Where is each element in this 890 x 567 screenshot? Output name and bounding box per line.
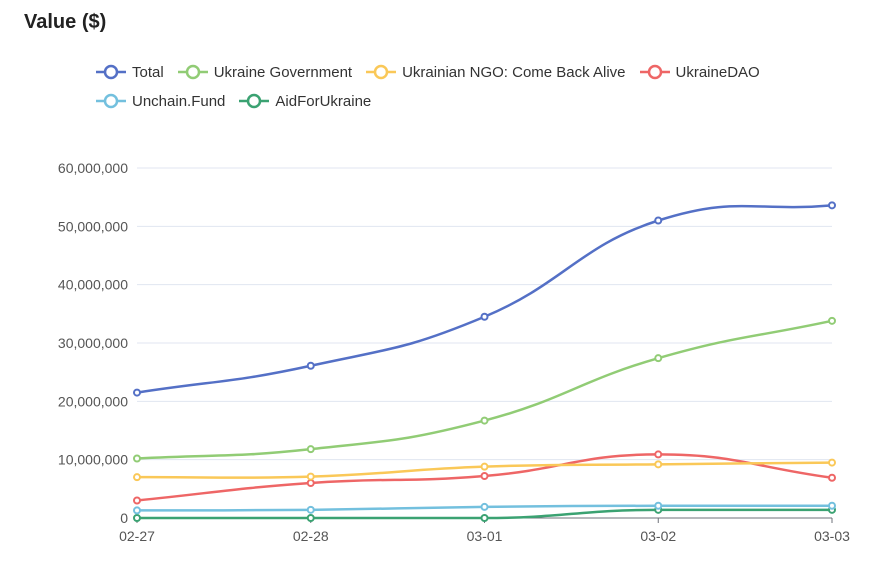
data-point-ukrainedao <box>306 479 315 487</box>
data-point-unchain-fund <box>828 501 836 510</box>
x-tick-label: 03-02 <box>640 528 676 544</box>
legend-label: Ukrainian NGO: Come Back Alive <box>402 63 626 81</box>
legend-label: AidForUkraine <box>275 92 372 110</box>
data-point-unchain-fund <box>480 502 489 511</box>
legend-item-ukrainedao[interactable]: UkraineDAO <box>639 63 760 81</box>
data-point-total <box>828 201 836 210</box>
legend-item-come-back-alive[interactable]: Ukrainian NGO: Come Back Alive <box>366 63 626 81</box>
legend-marker-icon <box>239 93 270 109</box>
y-tick-label: 10,000,000 <box>58 452 128 468</box>
data-point-ukraine-government <box>306 445 315 454</box>
data-point-aidforukraine <box>306 514 315 522</box>
legend-marker-icon <box>96 64 126 80</box>
x-tick-label: 03-03 <box>814 528 850 544</box>
y-tick-label: 60,000,000 <box>58 160 128 176</box>
legend-item-unchain-fund[interactable]: Unchain.Fund <box>96 93 225 110</box>
data-point-ukrainian-ngo-come-back-alive <box>828 458 836 467</box>
y-tick-label: 30,000,000 <box>58 335 128 351</box>
legend-marker-icon <box>96 93 126 109</box>
x-tick-label: 02-28 <box>293 528 329 544</box>
data-point-ukraine-government <box>654 354 663 363</box>
data-point-ukrainedao <box>480 472 489 480</box>
data-point-unchain-fund <box>306 505 315 514</box>
data-point-ukraine-government <box>828 316 836 325</box>
data-point-aidforukraine <box>133 514 141 522</box>
data-point-total <box>133 388 141 397</box>
data-point-unchain-fund <box>654 501 663 510</box>
data-point-ukrainian-ngo-come-back-alive <box>306 472 315 481</box>
data-point-ukrainian-ngo-come-back-alive <box>133 473 141 482</box>
data-point-unchain-fund <box>133 506 141 515</box>
data-point-ukrainian-ngo-come-back-alive <box>654 460 663 469</box>
legend-item-total[interactable]: Total <box>96 64 164 81</box>
legend-item-ukraine-government[interactable]: Ukraine Government <box>177 63 353 81</box>
data-point-total <box>306 361 315 370</box>
data-point-ukrainian-ngo-come-back-alive <box>480 462 489 471</box>
chart-legend: Total Ukraine Government Ukrainian NGO: … <box>96 60 856 118</box>
data-point-total <box>654 216 663 225</box>
legend-marker-icon <box>366 64 397 80</box>
legend-marker-icon <box>177 64 208 80</box>
y-tick-label: 20,000,000 <box>58 393 128 409</box>
series-line-total <box>136 204 833 394</box>
chart-title: Value ($) <box>24 11 107 33</box>
y-tick-label: 0 <box>120 510 128 526</box>
y-tick-label: 50,000,000 <box>58 218 128 234</box>
data-point-ukraine-government <box>133 454 141 463</box>
legend-row: Total Ukraine Government Ukrainian NGO: … <box>96 60 856 84</box>
data-point-ukrainedao <box>654 450 663 459</box>
x-tick-label: 03-01 <box>467 528 503 544</box>
legend-item-aidforukraine[interactable]: AidForUkraine <box>239 93 371 110</box>
y-tick-label: 40,000,000 <box>58 277 128 293</box>
legend-label: Unchain.Fund <box>132 92 226 110</box>
legend-label: UkraineDAO <box>675 63 760 81</box>
data-point-ukrainedao <box>828 473 836 482</box>
data-point-aidforukraine <box>480 514 489 522</box>
legend-label: Ukraine Government <box>213 63 353 81</box>
legend-row: Unchain.Fund AidForUkraine <box>96 89 856 113</box>
legend-label: Total <box>132 63 164 81</box>
series-line-ukraine-government <box>136 319 833 460</box>
x-tick-label: 02-27 <box>119 528 155 544</box>
legend-marker-icon <box>639 64 670 80</box>
data-point-total <box>480 312 489 321</box>
data-point-ukraine-government <box>480 416 489 425</box>
data-point-ukrainedao <box>133 496 141 505</box>
